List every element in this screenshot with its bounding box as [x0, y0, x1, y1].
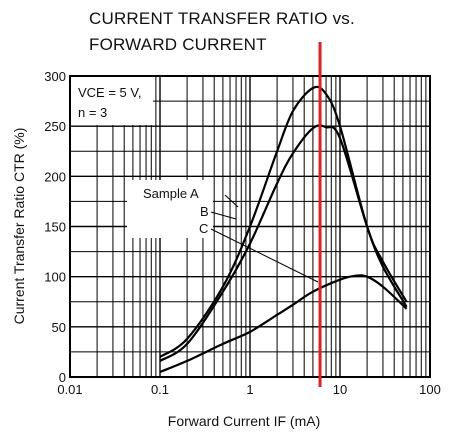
conditions-box-bg — [71, 77, 153, 125]
annotation-box-bg — [127, 180, 213, 238]
annotation-box: Sample A B C — [127, 180, 213, 238]
chart-title-line-1: CURRENT TRANSFER RATIO vs. — [89, 9, 355, 28]
leader-line-b — [210, 211, 237, 220]
y-axis-label: Current Transfer Ratio CTR (%) — [11, 128, 27, 325]
label-sample-b: B — [200, 204, 209, 219]
series-sample-b — [159, 124, 408, 362]
plot-frame — [69, 75, 431, 378]
x-axis-label: Forward Current IF (mA) — [168, 413, 320, 429]
y-tick-label: 250 — [44, 119, 66, 134]
y-tick-label: 50 — [52, 320, 66, 335]
x-tick-label: 100 — [419, 382, 441, 397]
y-tick-label: 300 — [44, 69, 66, 84]
y-tick-label: 0 — [59, 370, 66, 385]
leader-line-c — [210, 228, 319, 283]
label-sample-a: Sample A — [143, 186, 199, 201]
conditions-line-2: n = 3 — [78, 105, 107, 120]
y-tick-label: 200 — [44, 169, 66, 184]
x-tick-label: 10 — [333, 382, 347, 397]
y-tick-label: 150 — [44, 220, 66, 235]
series-sample-c — [159, 274, 408, 374]
x-tick-label: 0.1 — [151, 382, 169, 397]
leader-lines — [210, 194, 319, 283]
label-sample-c: C — [199, 221, 208, 236]
x-tick-label: 0.01 — [57, 382, 82, 397]
tick-labels: 0.01 0.1 1 10 100 0 50 100 150 200 250 300 — [44, 69, 441, 397]
leader-line-a — [224, 194, 239, 208]
conditions-box: VCE = 5 V, n = 3 — [71, 77, 153, 125]
conditions-line-1: VCE = 5 V, — [78, 85, 141, 100]
y-tick-label: 100 — [44, 270, 66, 285]
chart-title-line-2: FORWARD CURRENT — [89, 35, 267, 54]
x-tick-label: 1 — [246, 382, 253, 397]
series-curves — [159, 85, 408, 374]
